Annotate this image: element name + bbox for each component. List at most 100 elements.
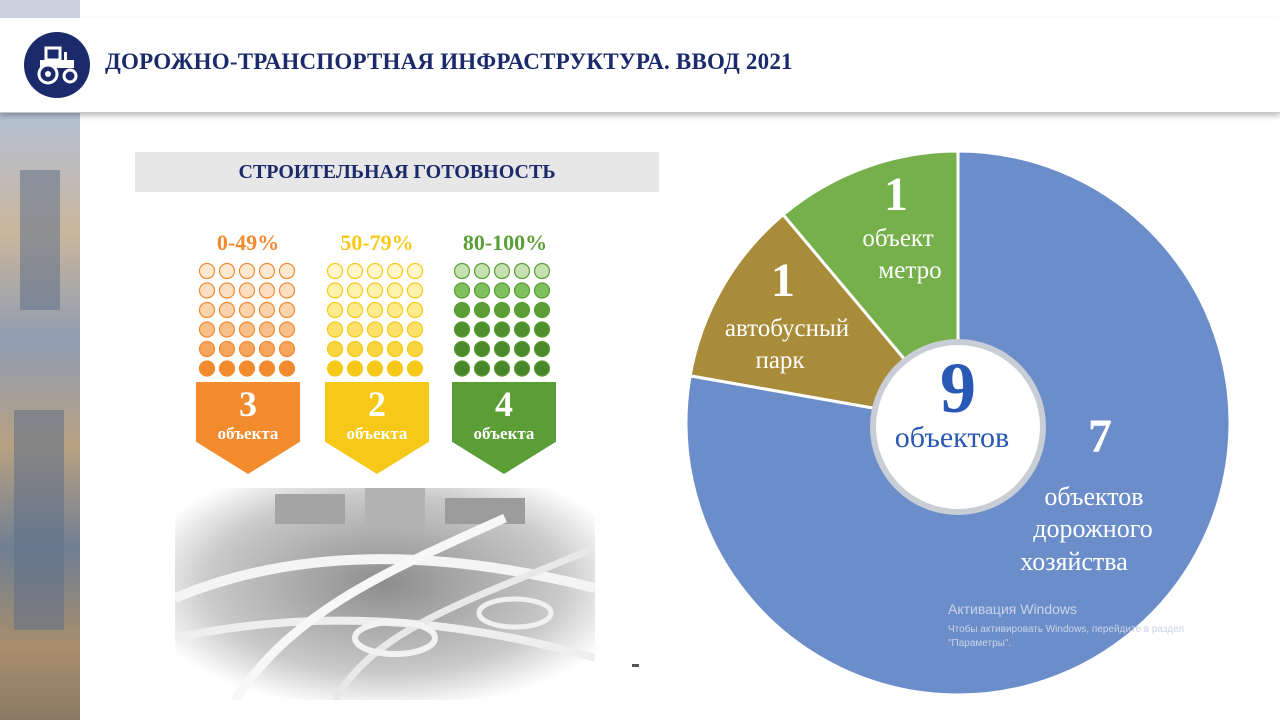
readiness-dot	[453, 301, 471, 319]
center-label: объектов	[895, 421, 1009, 454]
readiness-dot	[513, 340, 531, 358]
readiness-dot	[258, 282, 276, 299]
readiness-dot	[366, 282, 384, 299]
readiness-dot	[218, 340, 236, 358]
readiness-dot	[258, 360, 276, 377]
readiness-dot	[278, 340, 296, 358]
readiness-dot	[493, 282, 511, 299]
group-range-80-100: 80-100%	[462, 230, 548, 255]
slice-label-road-1: объектов	[1044, 482, 1143, 511]
readiness-dot	[473, 360, 491, 377]
readiness-dot	[278, 360, 296, 377]
readiness-dot	[513, 282, 531, 299]
readiness-dot	[453, 340, 471, 358]
readiness-dot	[278, 282, 296, 299]
slice-number-bus: 1	[771, 254, 795, 307]
readiness-dot	[238, 262, 256, 280]
readiness-dot	[326, 360, 344, 377]
readiness-dot	[218, 321, 236, 338]
center-disc	[876, 345, 1040, 509]
readiness-dot	[453, 321, 471, 338]
slice-number-road: 7	[1088, 410, 1112, 463]
group-count-80-100: 4	[495, 384, 513, 424]
readiness-dot	[238, 301, 256, 319]
readiness-dot	[473, 340, 491, 358]
readiness-dot	[258, 262, 276, 280]
readiness-dot	[346, 262, 364, 280]
group-unit-50-79: объекта	[346, 424, 408, 443]
readiness-dot	[326, 301, 344, 319]
readiness-dots-50-79	[326, 262, 424, 377]
readiness-dot	[533, 262, 551, 280]
readiness-dot	[238, 321, 256, 338]
readiness-dot	[493, 301, 511, 319]
readiness-dot	[513, 262, 531, 280]
readiness-dot	[366, 262, 384, 280]
group-count-50-79: 2	[368, 384, 386, 424]
readiness-dot	[238, 360, 256, 377]
readiness-dot	[258, 301, 276, 319]
pie-chart: 9 объектов 7 объектов дорожного хозяйств…	[684, 149, 1232, 697]
watermark-title: Активация Windows	[948, 601, 1078, 617]
readiness-dot	[238, 282, 256, 299]
readiness-dot	[198, 360, 216, 377]
group-range-50-79: 50-79%	[340, 230, 414, 255]
readiness-dot	[238, 340, 256, 358]
readiness-dot	[278, 301, 296, 319]
readiness-dot	[326, 321, 344, 338]
group-count-0-49: 3	[239, 384, 257, 424]
readiness-dot	[493, 321, 511, 338]
readiness-dot	[386, 321, 404, 338]
windows-activation-watermark: Активация Windows Чтобы активировать Win…	[948, 601, 1238, 651]
readiness-dot	[386, 282, 404, 299]
readiness-dot	[218, 360, 236, 377]
readiness-dot	[366, 301, 384, 319]
group-arrow-0-49: 3 объекта	[196, 382, 300, 474]
readiness-dot	[533, 360, 551, 377]
readiness-dot	[533, 301, 551, 319]
tractor-icon	[37, 46, 78, 85]
readiness-dot	[406, 340, 424, 358]
readiness-dot	[278, 262, 296, 280]
small-dash	[632, 664, 639, 667]
readiness-dot	[453, 360, 471, 377]
readiness-dot	[406, 321, 424, 338]
readiness-dot	[218, 301, 236, 319]
group-unit-0-49: объекта	[217, 424, 279, 443]
slice-label-bus-1: автобусный	[725, 315, 849, 342]
logo	[24, 32, 90, 98]
readiness-dots-0-49	[198, 262, 296, 377]
readiness-dot	[258, 340, 276, 358]
readiness-dot	[326, 340, 344, 358]
readiness-dot	[326, 262, 344, 280]
group-arrow-80-100: 4 объекта	[452, 382, 556, 474]
readiness-dot	[533, 340, 551, 358]
watermark-text: Чтобы активировать Windows, перейдите в …	[948, 624, 1185, 649]
readiness-dot	[198, 321, 216, 338]
readiness-dot	[406, 262, 424, 280]
readiness-dot	[473, 301, 491, 319]
readiness-dot	[473, 282, 491, 299]
readiness-dot	[346, 282, 364, 299]
readiness-dot	[533, 321, 551, 338]
readiness-dots-80-100	[453, 262, 551, 377]
readiness-dot	[366, 321, 384, 338]
group-arrow-50-79: 2 объекта	[325, 382, 429, 474]
slice-label-road-2: дорожного	[1033, 514, 1152, 543]
readiness-dot	[366, 360, 384, 377]
readiness-dot	[346, 340, 364, 358]
readiness-dot	[493, 262, 511, 280]
readiness-dot	[346, 321, 364, 338]
readiness-dot	[278, 321, 296, 338]
readiness-dot	[453, 262, 471, 280]
readiness-dot	[386, 262, 404, 280]
readiness-dot	[493, 360, 511, 377]
readiness-dot	[386, 301, 404, 319]
readiness-dot	[406, 360, 424, 377]
readiness-dot	[198, 282, 216, 299]
readiness-dot	[218, 282, 236, 299]
readiness-dot	[258, 321, 276, 338]
readiness-dot	[386, 360, 404, 377]
readiness-dot	[198, 301, 216, 319]
readiness-dot	[386, 340, 404, 358]
